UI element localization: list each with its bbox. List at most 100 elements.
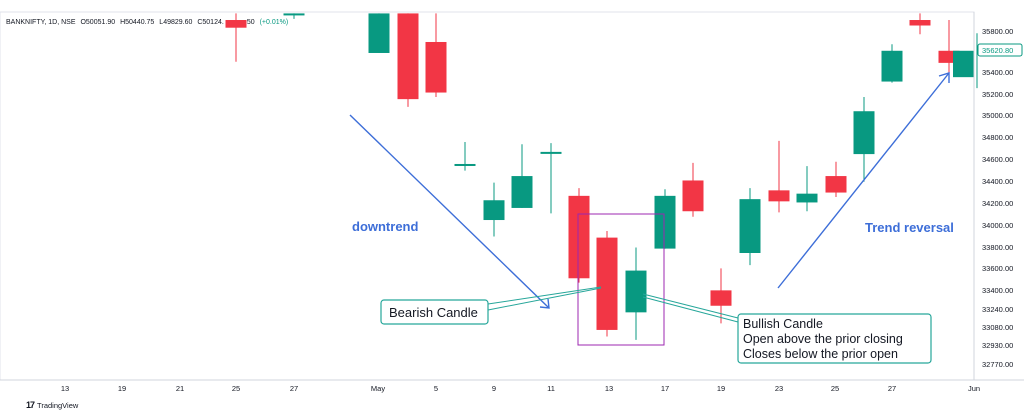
close-tail-value: 50 xyxy=(246,19,255,26)
bullish-callout-pointer xyxy=(642,293,739,323)
x-tick-label: 25 xyxy=(831,384,839,393)
price-badge-label: 35620.80 xyxy=(982,46,1013,55)
candle-body xyxy=(511,176,533,208)
bearish-candle xyxy=(397,13,419,107)
y-tick-label: 34600.00 xyxy=(982,155,1013,164)
x-tick-label: 17 xyxy=(661,384,669,393)
open-value: O50051.90 xyxy=(80,19,116,26)
candle-body xyxy=(225,20,247,28)
candle-body xyxy=(625,270,647,313)
trend-reversal-label: Trend reversal xyxy=(865,220,954,235)
y-tick-label: 35200.00 xyxy=(982,90,1013,99)
y-tick-label: 33600.00 xyxy=(982,264,1013,273)
bullish-callout: Bullish Candle Open above the prior clos… xyxy=(737,313,932,364)
candle-body xyxy=(368,13,390,53)
high-value: H50440.75 xyxy=(120,19,155,26)
highlight-box xyxy=(577,213,665,346)
candle-body xyxy=(853,111,875,155)
candle-body xyxy=(654,195,676,249)
candle-body xyxy=(425,41,447,93)
x-tick-label: 25 xyxy=(232,384,240,393)
candle-body xyxy=(568,195,590,279)
tradingview-logo[interactable]: 17 TradingView xyxy=(26,400,78,410)
candle-body xyxy=(397,13,419,100)
y-tick-label: 32930.00 xyxy=(982,341,1013,350)
downtrend-arrow xyxy=(349,114,550,309)
bearish-candle xyxy=(596,231,618,337)
bullish-callout-line-2: Open above the prior closing xyxy=(743,332,903,346)
bullish-candle xyxy=(796,166,818,212)
low-value: L49829.60 xyxy=(159,19,193,26)
x-tick-label: 19 xyxy=(118,384,126,393)
y-tick-label: 33800.00 xyxy=(982,243,1013,252)
price-badge: 35620.80 xyxy=(977,43,1023,57)
y-tick-label: 34400.00 xyxy=(982,177,1013,186)
x-tick-label: 11 xyxy=(547,384,555,393)
x-tick-label: 13 xyxy=(605,384,613,393)
x-tick-label: 27 xyxy=(290,384,298,393)
y-tick-label: 35400.00 xyxy=(982,68,1013,77)
y-tick-label: 35800.00 xyxy=(982,27,1013,36)
bullish-candle xyxy=(540,143,562,214)
bullish-candle xyxy=(654,189,676,249)
bullish-callout-line-3: Closes below the prior open xyxy=(743,347,898,361)
candles xyxy=(225,13,978,340)
bearish-candle xyxy=(909,13,931,35)
candle-body xyxy=(881,50,903,82)
tradingview-logo-icon: 17 xyxy=(26,400,35,410)
change-value: (+0.01%) xyxy=(259,19,289,26)
candle-body xyxy=(483,200,505,221)
x-tick-label: 27 xyxy=(888,384,896,393)
candle-body xyxy=(953,50,974,78)
bearish-candle xyxy=(682,162,704,217)
candle-body xyxy=(283,13,305,16)
bearish-callout-label: Bearish Candle xyxy=(389,305,478,320)
bullish-candle xyxy=(283,13,305,19)
annotations-layer: Bearish Candle Bullish Candle Open above… xyxy=(349,72,954,364)
candle-body xyxy=(710,290,732,306)
x-tick-label: 23 xyxy=(775,384,783,393)
y-tick-label: 34000.00 xyxy=(982,221,1013,230)
y-tick-label: 35000.00 xyxy=(982,111,1013,120)
bullish-candle xyxy=(483,182,505,237)
x-tick-label: May xyxy=(371,384,385,393)
x-tick-label: 21 xyxy=(176,384,184,393)
x-tick-label: 19 xyxy=(717,384,725,393)
close-value: C50124. xyxy=(197,19,224,26)
axes: 35800.0035600.0035400.0035200.0035000.00… xyxy=(0,12,1024,393)
bullish-candle xyxy=(454,142,476,171)
tradingview-logo-text: TradingView xyxy=(37,400,79,410)
y-tick-label: 32770.00 xyxy=(982,360,1013,369)
x-tick-label: 13 xyxy=(61,384,69,393)
bearish-candle xyxy=(425,13,447,97)
x-tick-label: 9 xyxy=(492,384,496,393)
bullish-candle xyxy=(881,44,903,83)
candle-body xyxy=(540,151,562,154)
candle-body xyxy=(768,190,790,202)
candle-body xyxy=(825,176,847,193)
candle-body xyxy=(796,193,818,203)
candle-body xyxy=(909,20,931,26)
downtrend-label: downtrend xyxy=(352,219,418,234)
y-tick-label: 34800.00 xyxy=(982,133,1013,142)
candle-body xyxy=(739,199,761,253)
y-tick-label: 33400.00 xyxy=(982,286,1013,295)
bearish-candle xyxy=(825,161,847,197)
candle-body xyxy=(596,237,618,330)
bullish-candle xyxy=(853,96,875,182)
bearish-candle xyxy=(568,188,590,283)
y-tick-label: 33240.00 xyxy=(982,305,1013,314)
y-tick-label: 33080.00 xyxy=(982,323,1013,332)
bearish-candle xyxy=(225,13,247,62)
reversal-arrow xyxy=(777,72,950,289)
bearish-candle xyxy=(768,140,790,213)
bullish-candle xyxy=(739,188,761,266)
bullish-candle xyxy=(368,13,390,53)
bearish-callout-pointer xyxy=(487,286,602,311)
chart-header: BANKNIFTY, 1D, NSE O50051.90 H50440.75 L… xyxy=(6,19,291,26)
candle-body xyxy=(454,163,476,166)
y-tick-label: 34200.00 xyxy=(982,199,1013,208)
bullish-callout-line-1: Bullish Candle xyxy=(743,317,823,331)
